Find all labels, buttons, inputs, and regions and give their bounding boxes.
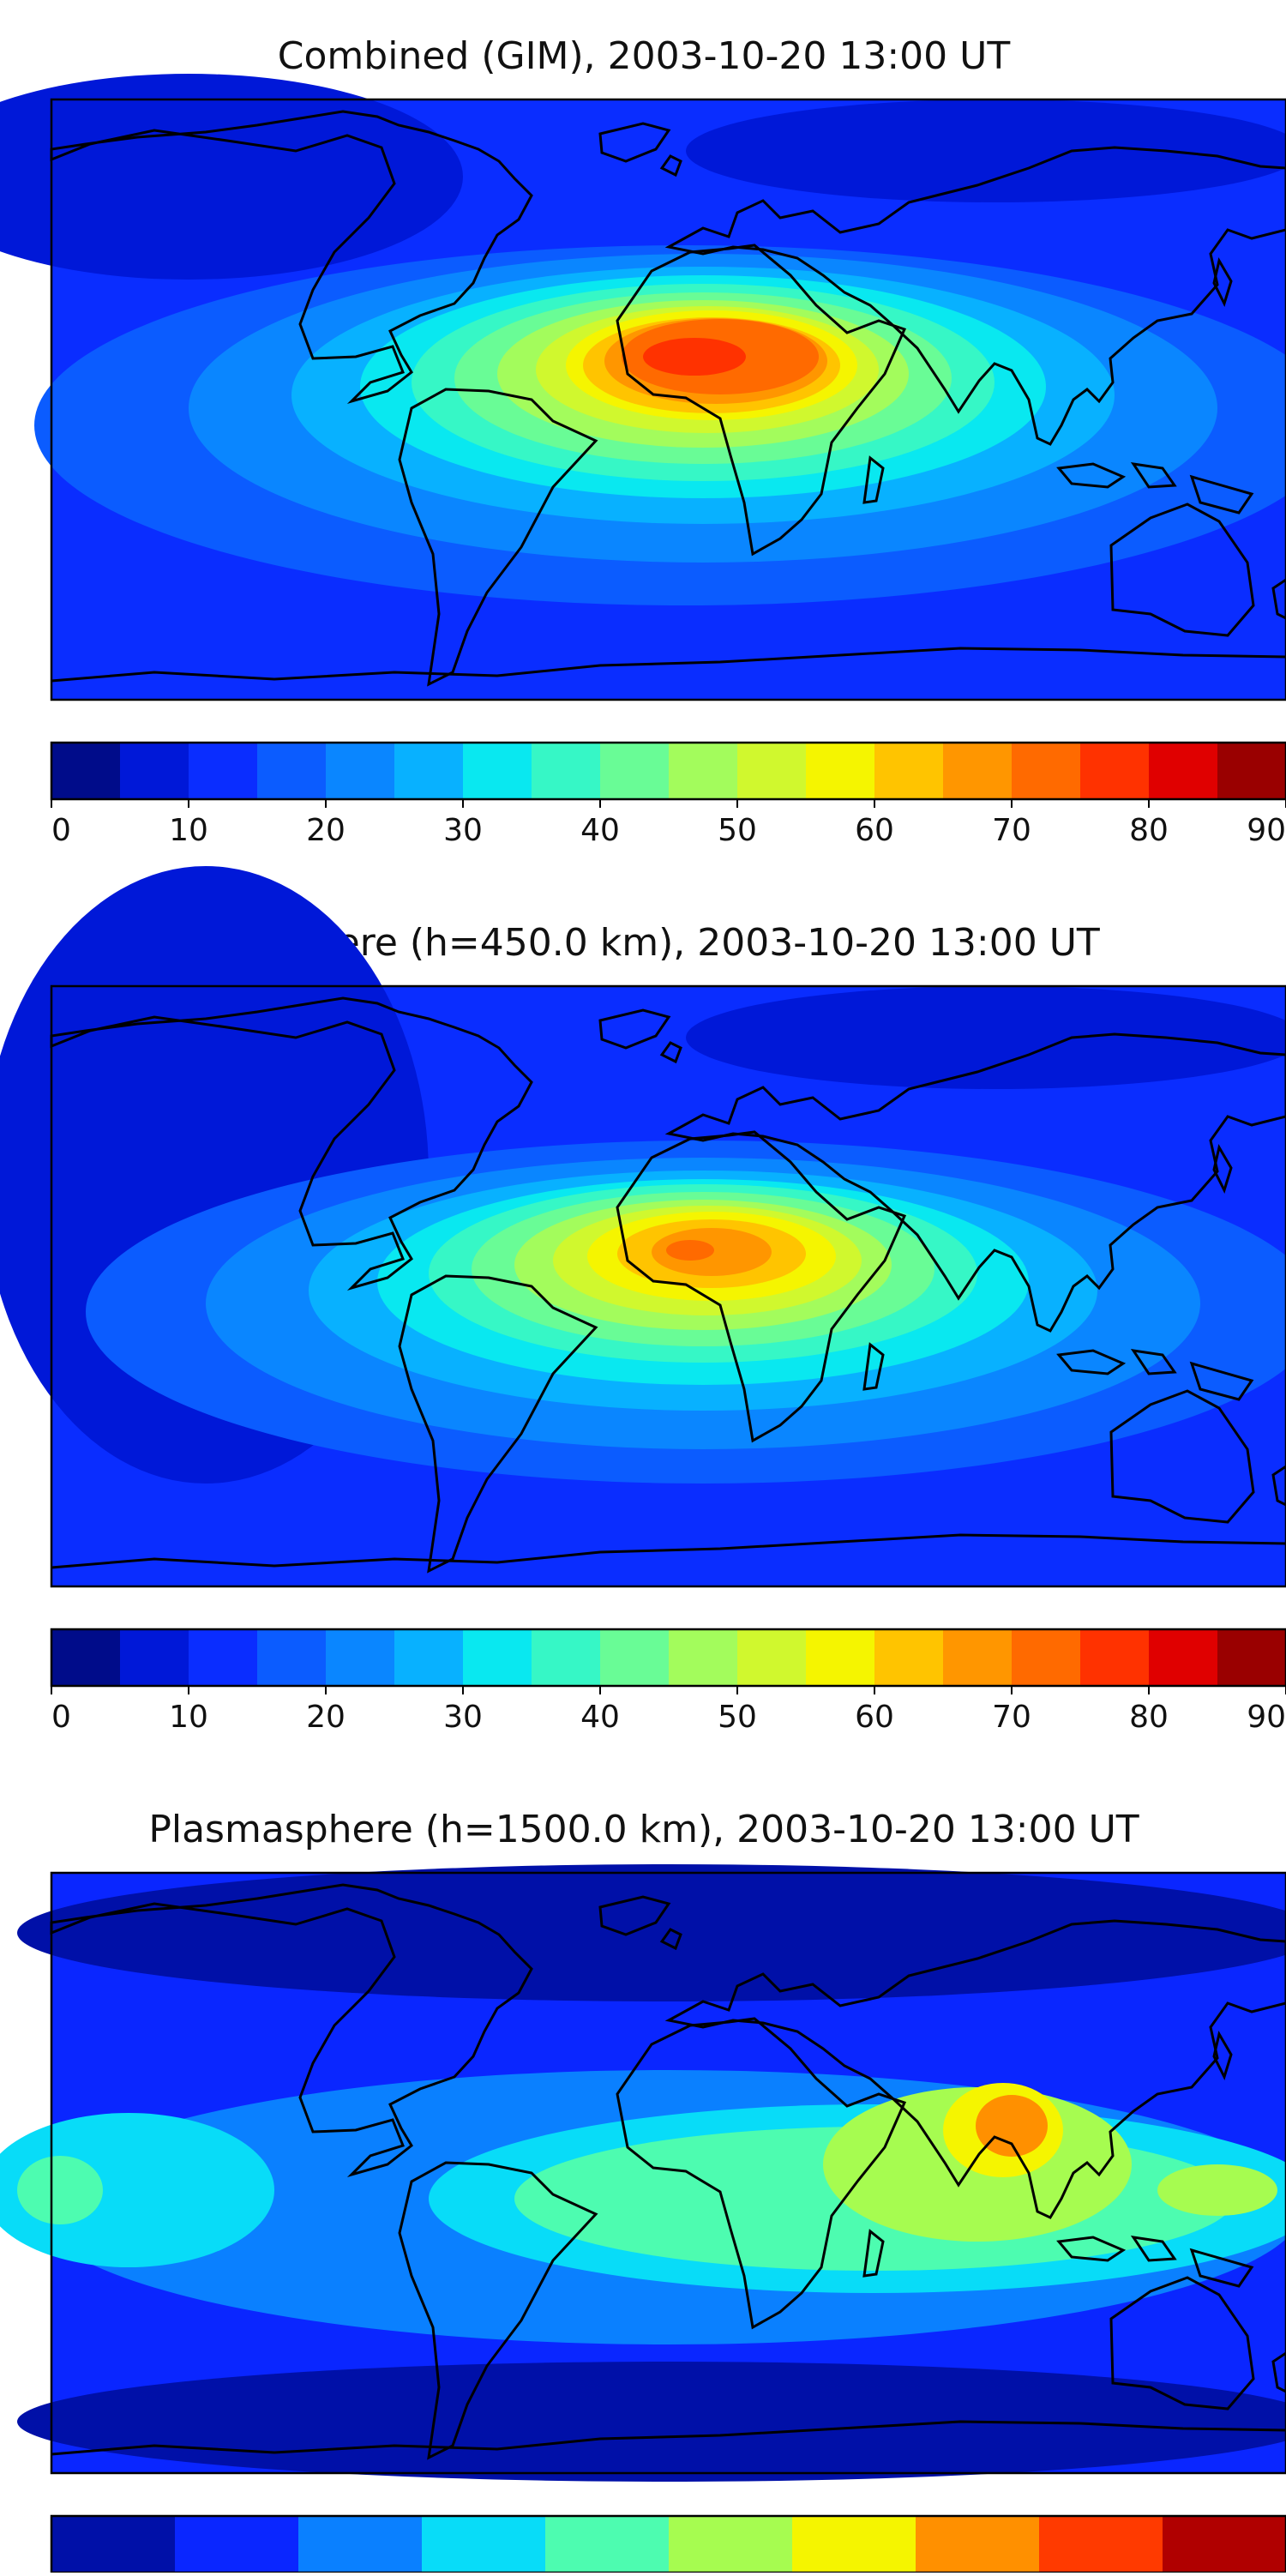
colorbar-swatch xyxy=(1149,1629,1218,1686)
colorbar-swatch xyxy=(1217,1629,1286,1686)
contour-band xyxy=(976,2095,1048,2157)
colorbar-swatch xyxy=(792,2516,916,2573)
colorbar-swatch xyxy=(532,743,601,799)
colorbar-swatch xyxy=(120,743,189,799)
colorbar-swatch xyxy=(51,743,121,799)
colorbar-tick-label: 70 xyxy=(992,1700,1031,1735)
colorbar: 0 10 20 30 40 50 60 70 80 90 xyxy=(50,741,1286,848)
colorbar-swatch xyxy=(51,1629,121,1686)
colorbar-swatch xyxy=(422,2516,546,2573)
colorbar-swatch xyxy=(257,743,327,799)
map-frame xyxy=(50,98,1286,701)
colorbar-tick-label: 0 xyxy=(51,1700,71,1735)
colorbar-tick-label: 90 xyxy=(1247,813,1286,848)
colorbar-swatch xyxy=(737,743,807,799)
colorbar-tick-label: 60 xyxy=(855,1700,894,1735)
colorbar-swatch xyxy=(463,1629,532,1686)
contour-band xyxy=(686,99,1286,202)
colorbar-swatch xyxy=(51,2516,176,2573)
colorbar-tick-label: 70 xyxy=(992,813,1031,848)
colorbar-swatch xyxy=(189,743,258,799)
colorbar-swatch xyxy=(189,1629,258,1686)
contour-band xyxy=(1157,2164,1277,2216)
colorbar-swatch xyxy=(326,1629,395,1686)
colorbar-swatch xyxy=(669,2516,793,2573)
colorbar-swatch xyxy=(545,2516,670,2573)
contour-band xyxy=(17,2362,1286,2482)
colorbar-swatch xyxy=(874,1629,944,1686)
colorbar-swatch xyxy=(257,1629,327,1686)
contour-band xyxy=(643,338,746,376)
colorbar-swatch xyxy=(669,743,738,799)
colorbar-tick-label: 50 xyxy=(718,1700,757,1735)
colorbar-swatch xyxy=(943,1629,1013,1686)
colorbar-tick-label: 80 xyxy=(1129,813,1169,848)
colorbar-tick-label: 50 xyxy=(718,813,757,848)
contour-band xyxy=(17,2156,103,2224)
colorbar-swatch xyxy=(326,743,395,799)
colorbar-tick-label: 0 xyxy=(51,813,71,848)
colorbar: 0 10 20 30 40 50 60 70 80 90 xyxy=(50,1628,1286,1735)
colorbar-tick-label: 40 xyxy=(580,813,620,848)
colorbar-swatch xyxy=(806,1629,875,1686)
colorbar-swatch xyxy=(463,743,532,799)
colorbar-swatch xyxy=(120,1629,189,1686)
colorbar-frame xyxy=(50,1628,1286,1688)
colorbar-swatch xyxy=(1012,1629,1081,1686)
contour-band xyxy=(0,2113,274,2267)
contour-band xyxy=(686,986,1286,1089)
colorbar-swatch xyxy=(1163,2516,1286,2573)
colorbar: 0510152025 xyxy=(50,2514,1286,2576)
colorbar-swatch xyxy=(1080,1629,1150,1686)
colorbar-swatch xyxy=(394,1629,464,1686)
colorbar-tick-label: 40 xyxy=(580,1700,620,1735)
colorbar-swatch xyxy=(394,743,464,799)
colorbar-swatch xyxy=(1217,743,1286,799)
map-frame xyxy=(50,1871,1286,2475)
colorbar-swatch xyxy=(737,1629,807,1686)
colorbar-swatch xyxy=(916,2516,1040,2573)
chart-title: Plasmasphere (h=1500.0 km), 2003-10-20 1… xyxy=(148,1808,1139,1851)
colorbar-swatch xyxy=(874,743,944,799)
colorbar-swatch xyxy=(806,743,875,799)
colorbar-tick-label: 10 xyxy=(169,1700,208,1735)
colorbar-swatch xyxy=(1149,743,1218,799)
colorbar-swatch xyxy=(1012,743,1081,799)
contour-band xyxy=(666,1240,714,1261)
colorbar-tick-label: 60 xyxy=(855,813,894,848)
colorbar-frame xyxy=(50,741,1286,801)
colorbar-swatch xyxy=(298,2516,423,2573)
colorbar-tick-label: 30 xyxy=(443,813,483,848)
colorbar-swatch xyxy=(600,1629,670,1686)
colorbar-swatch xyxy=(669,1629,738,1686)
colorbar-swatch xyxy=(943,743,1013,799)
colorbar-tick-label: 30 xyxy=(443,1700,483,1735)
colorbar-tick-label: 80 xyxy=(1129,1700,1169,1735)
colorbar-swatch xyxy=(1039,2516,1163,2573)
colorbar-swatch xyxy=(532,1629,601,1686)
colorbar-tick-label: 20 xyxy=(306,813,346,848)
contour-band xyxy=(0,74,463,280)
contour-band xyxy=(17,1864,1286,2001)
colorbar-swatch xyxy=(175,2516,299,2573)
colorbar-swatch xyxy=(600,743,670,799)
colorbar-tick-label: 90 xyxy=(1247,1700,1286,1735)
colorbar-tick-label: 10 xyxy=(169,813,208,848)
colorbar-swatch xyxy=(1080,743,1150,799)
colorbar-tick-label: 20 xyxy=(306,1700,346,1735)
chart-title: Combined (GIM), 2003-10-20 13:00 UT xyxy=(278,34,1011,78)
map-frame xyxy=(50,984,1286,1588)
